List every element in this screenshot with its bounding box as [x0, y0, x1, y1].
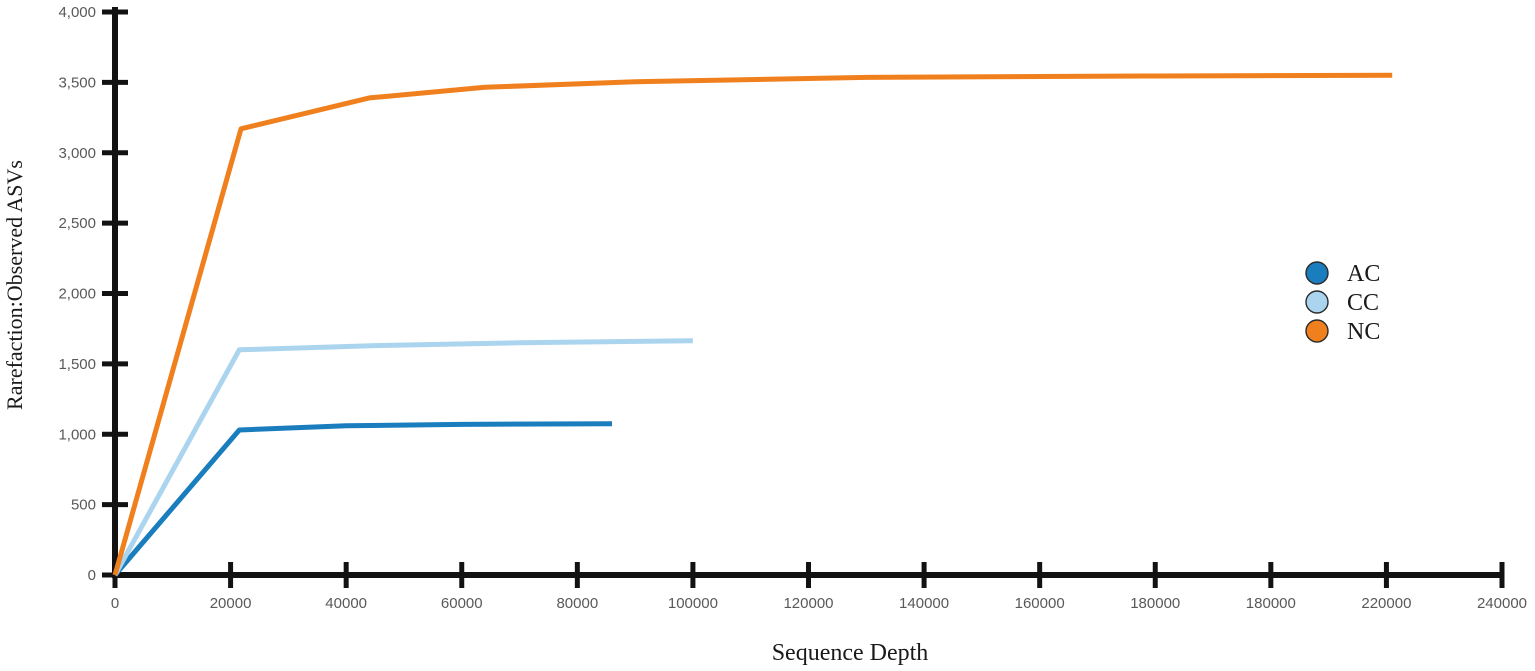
legend: AC CC NC — [1305, 261, 1380, 345]
x-tick-label: 0 — [111, 595, 119, 612]
x-tick-label: 40000 — [325, 595, 367, 612]
y-tick-label: 3,500 — [58, 74, 96, 91]
x-tick-label: 120000 — [783, 595, 833, 612]
y-tick-label: 4,000 — [58, 4, 96, 21]
series-line-CC — [112, 338, 693, 577]
legend-label-AC: AC — [1347, 261, 1380, 287]
legend-swatch-CC — [1305, 290, 1329, 314]
x-tick-label: 60000 — [441, 595, 483, 612]
x-tick-label: 100000 — [668, 595, 718, 612]
x-axis-title: Sequence Depth — [772, 640, 929, 666]
x-tick-label: 240000 — [1477, 595, 1527, 612]
x-tick-label: 80000 — [556, 595, 598, 612]
legend-swatch-NC — [1305, 319, 1329, 343]
x-tick-label: 220000 — [1361, 595, 1411, 612]
y-tick-label: 2,500 — [58, 215, 96, 232]
x-tick-label: 160000 — [1015, 595, 1065, 612]
legend-label-CC: CC — [1347, 290, 1379, 316]
series-line-NC — [112, 72, 1393, 576]
legend-swatch-AC — [1305, 261, 1329, 285]
y-tick-label: 0 — [88, 567, 96, 584]
legend-label-NC: NC — [1347, 319, 1380, 345]
y-tick-label: 1,000 — [58, 426, 96, 443]
y-tick-label: 2,000 — [58, 286, 96, 303]
series-line-AC — [113, 421, 613, 577]
y-axis-title: Rarefaction:Observed ASVs — [2, 160, 27, 410]
x-tick-label: 180000 — [1246, 595, 1296, 612]
x-tick-label: 180000 — [1130, 595, 1180, 612]
y-tick-label: 500 — [71, 497, 96, 514]
y-tick-label: 1,500 — [58, 356, 96, 373]
y-tick-label: 3,000 — [58, 145, 96, 162]
x-tick-label: 20000 — [210, 595, 252, 612]
x-tick-label: 140000 — [899, 595, 949, 612]
